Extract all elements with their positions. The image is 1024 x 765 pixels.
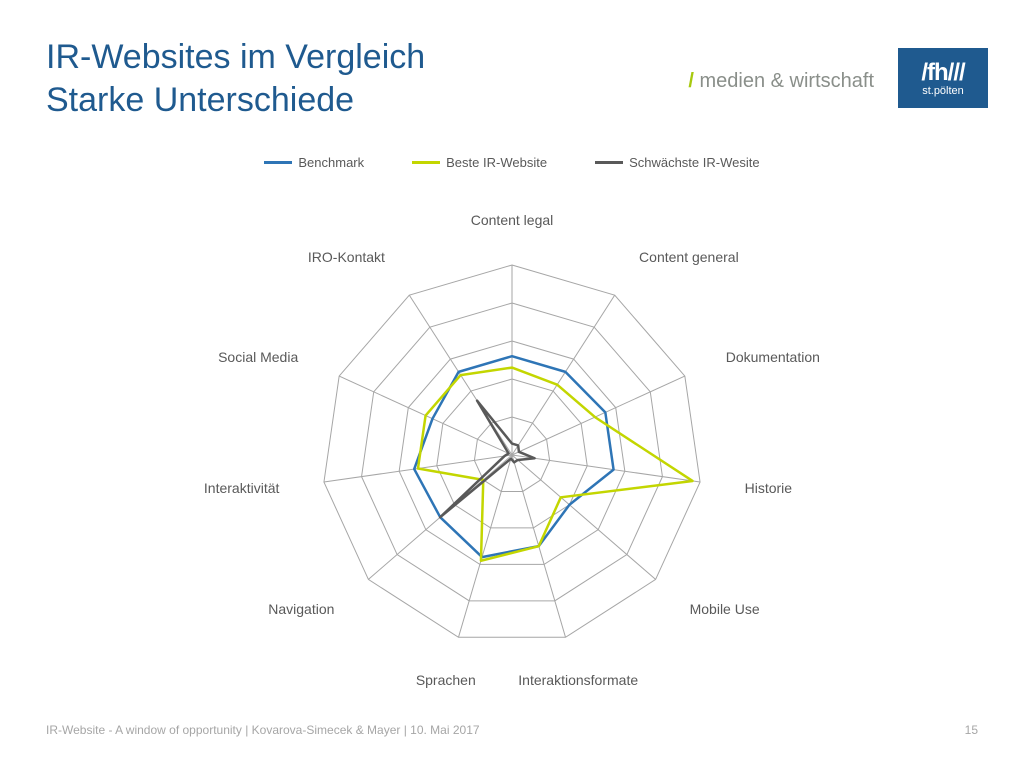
header-text: medien & wirtschaft (699, 70, 874, 92)
legend-label: Schwächste IR-Wesite (629, 155, 760, 170)
header-slash: / (688, 70, 694, 92)
radar-chart: Benchmark Beste IR-Website Schwächste IR-W… (130, 155, 894, 695)
title-line-2: Starke Unterschiede (46, 79, 425, 122)
grid-spoke (458, 455, 512, 637)
footer-left: IR-Website - A window of opportunity | K… (46, 723, 480, 737)
axis-label: Content legal (471, 212, 554, 228)
slide-title: IR-Websites im Vergleich Starke Untersch… (46, 36, 425, 121)
legend-swatch (264, 161, 292, 164)
axis-label: Interaktivität (204, 480, 279, 496)
axis-label: Interaktionsformate (518, 672, 638, 688)
title-line-1: IR-Websites im Vergleich (46, 36, 425, 79)
legend-label: Benchmark (298, 155, 364, 170)
axis-label: Navigation (268, 601, 334, 617)
slide-footer: IR-Website - A window of opportunity | K… (46, 723, 978, 737)
header-tagline: / medien & wirtschaft (688, 70, 874, 93)
logo-bottom: st.pölten (922, 85, 964, 97)
legend-item: Benchmark (264, 155, 364, 170)
legend-label: Beste IR-Website (446, 155, 547, 170)
axis-label: Sprachen (416, 672, 476, 688)
axis-label: Dokumentation (726, 349, 820, 365)
axis-label: Mobile Use (690, 601, 760, 617)
logo-top: /fh/// (921, 59, 964, 87)
axis-label: Historie (745, 480, 792, 496)
legend-swatch (595, 161, 623, 164)
fh-logo: /fh/// st.pölten (898, 48, 988, 108)
legend-item: Schwächste IR-Wesite (595, 155, 760, 170)
legend-swatch (412, 161, 440, 164)
chart-legend: Benchmark Beste IR-Website Schwächste IR-W… (130, 155, 894, 170)
radar-svg (130, 155, 894, 695)
axis-label: Content general (639, 249, 739, 265)
axis-label: Social Media (218, 349, 298, 365)
axis-label: IRO-Kontakt (308, 249, 385, 265)
legend-item: Beste IR-Website (412, 155, 547, 170)
footer-right: 15 (965, 723, 978, 737)
